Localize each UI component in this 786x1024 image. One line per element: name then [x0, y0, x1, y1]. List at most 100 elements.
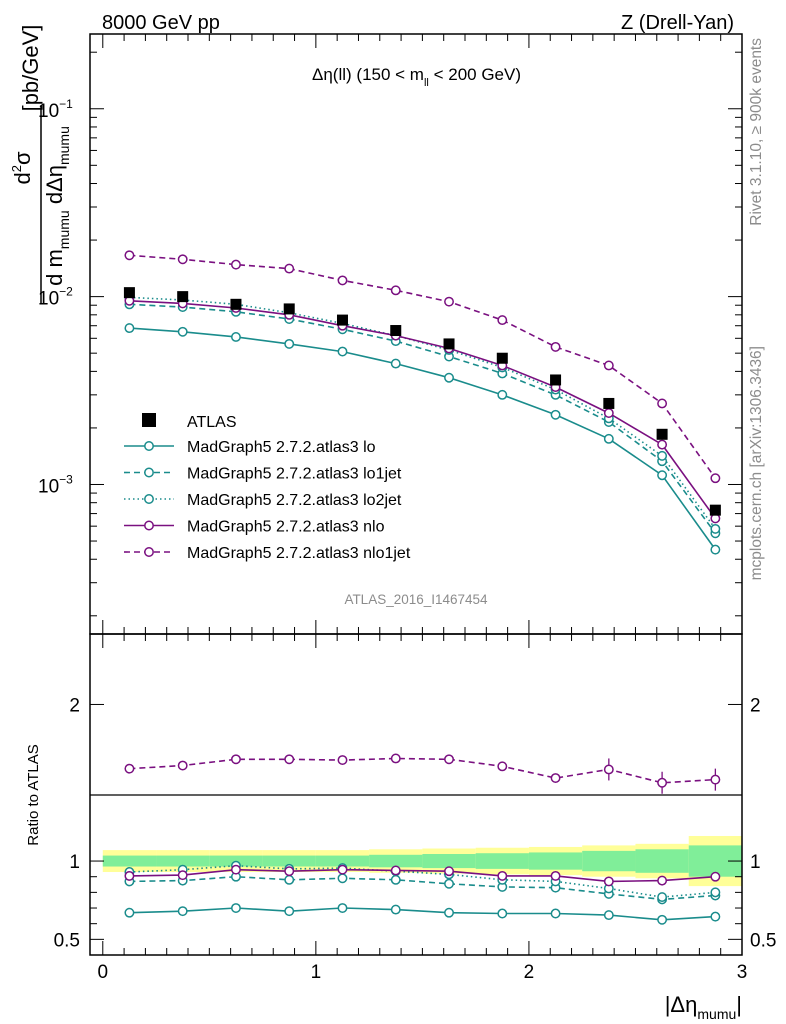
- ratio-ticks: 0.5 0.5 1 1 2 2 0 1 2 3: [54, 634, 776, 983]
- main-series-point-0: [657, 470, 668, 481]
- atlas-data-point: [230, 298, 242, 310]
- ratio-series-point-0: [710, 911, 721, 922]
- legend-label-0: MadGraph5 2.7.2.atlas3 lo: [187, 439, 376, 456]
- ratio-series-point-4: [657, 777, 668, 788]
- header-left: 8000 GeV pp: [102, 12, 220, 34]
- atlas-data-point: [603, 397, 615, 409]
- atlas-data-point: [177, 291, 189, 303]
- band-inner: [475, 853, 529, 869]
- ratio-y-tick-label: 1: [69, 852, 80, 873]
- x-tick-label: 3: [737, 962, 748, 983]
- ylabel-numerator: d2σ: [9, 151, 35, 184]
- main-title: Δη(ll) (150 < mll < 200 GeV): [312, 65, 521, 89]
- main-title-sub: ll: [424, 77, 429, 89]
- legend-label-3: MadGraph5 2.7.2.atlas3 nlo: [187, 519, 385, 536]
- main-series-point-4: [444, 296, 454, 307]
- ratio-series-point-1: [390, 874, 401, 885]
- atlas-data-point: [709, 504, 721, 516]
- ratio-series-point-4: [710, 774, 721, 785]
- main-series-point-4: [284, 263, 295, 274]
- main-series-point-0: [444, 372, 454, 383]
- main-series-point-0: [284, 338, 295, 349]
- band-inner: [156, 855, 210, 867]
- ratio-plot-frame: [89, 633, 743, 956]
- main-series-point-4: [497, 315, 508, 326]
- ratio-series-point-0: [177, 906, 188, 917]
- ratio-series-point-0: [657, 914, 668, 925]
- ratio-series-point-0: [444, 907, 454, 918]
- ratio-series-point-0: [231, 903, 241, 913]
- mcplots-label: mcplots.cern.ch [arXiv:1306.3436]: [748, 346, 765, 580]
- ratio-series-layer: [124, 753, 721, 925]
- main-y-tick-label: 10−2: [38, 285, 73, 310]
- atlas-data-point: [336, 314, 348, 326]
- ratio-series-point-3: [177, 870, 188, 881]
- main-series-point-4: [657, 398, 668, 409]
- atlas-data-layer: [123, 287, 721, 516]
- atlas-data-point: [550, 374, 562, 386]
- header-right: Z (Drell-Yan): [621, 12, 734, 34]
- ratio-series-line-0: [129, 907, 716, 921]
- atlas-data-point: [496, 352, 508, 364]
- band-inner: [582, 850, 636, 872]
- main-series-point-4: [550, 341, 561, 352]
- ratio-series-point-4: [390, 753, 401, 764]
- atlas-data-point: [390, 325, 402, 337]
- main-series-point-0: [710, 544, 721, 555]
- legend-label-4: MadGraph5 2.7.2.atlas3 nlo1jet: [187, 545, 411, 562]
- main-series-point-4: [390, 285, 401, 296]
- main-series-point-4: [124, 250, 135, 261]
- ratio-series-point-0: [603, 910, 614, 921]
- xlabel-end: |: [736, 992, 742, 1017]
- ratio-y-tick-label-right: 2: [750, 695, 761, 716]
- xlabel: |Δηmumu|: [665, 992, 742, 1022]
- ratio-series-point-3: [497, 870, 508, 881]
- ratio-y-tick-label: 2: [69, 695, 80, 716]
- ratio-series-point-0: [284, 906, 295, 917]
- legend-label-2: MadGraph5 2.7.2.atlas3 lo2jet: [187, 492, 402, 509]
- ratio-series-point-3: [710, 871, 721, 882]
- ratio-series-point-4: [231, 754, 241, 765]
- main-series-point-4: [177, 254, 188, 265]
- main-title-main: Δη(ll) (150 < m: [312, 65, 424, 84]
- main-title-end: < 200 GeV): [429, 65, 521, 84]
- band-inner: [102, 855, 157, 867]
- ratio-y-tick-label-right: 1: [750, 852, 761, 873]
- band-inner: [635, 849, 689, 873]
- main-series-point-0: [550, 409, 561, 420]
- ratio-series-point-1: [337, 873, 348, 884]
- xlabel-main: |Δη: [665, 992, 698, 1017]
- band-inner: [422, 854, 476, 869]
- main-series-point-3: [657, 439, 668, 450]
- ratio-series-point-3: [284, 866, 295, 877]
- main-series-point-0: [177, 326, 188, 337]
- legend: ATLAS MadGraph5 2.7.2.atlas3 lo MadGraph5…: [124, 413, 411, 562]
- ratio-series-point-4: [177, 760, 188, 771]
- legend-marker-0: [144, 441, 154, 451]
- ratio-series-point-2: [657, 892, 668, 903]
- band-inner: [262, 855, 316, 867]
- ratio-series-point-0: [497, 908, 508, 919]
- main-series-point-4: [337, 275, 348, 286]
- ratio-uncertainty-band: [102, 835, 742, 887]
- main-series-line-3: [129, 300, 717, 519]
- main-series-point-0: [124, 323, 135, 334]
- main-series-point-0: [390, 358, 401, 369]
- main-series-point-0: [603, 433, 614, 444]
- legend-marker-1: [144, 467, 154, 478]
- main-y-tick-label: 10−3: [38, 472, 73, 497]
- ylabel-unit: [pb/GeV]: [18, 25, 43, 112]
- legend-marker-4: [144, 547, 154, 557]
- x-tick-label: 2: [524, 962, 535, 983]
- ratio-series-point-0: [124, 907, 135, 918]
- ratio-series-line-4: [129, 757, 716, 784]
- ratio-series-point-4: [124, 763, 135, 774]
- band-inner: [528, 852, 583, 870]
- main-series-point-2: [657, 450, 668, 461]
- ratio-y-tick-label: 0.5: [54, 930, 80, 951]
- main-series-point-4: [231, 259, 241, 270]
- main-series-point-0: [497, 389, 508, 400]
- legend-atlas-marker: [142, 413, 156, 427]
- atlas-data-point: [656, 428, 668, 440]
